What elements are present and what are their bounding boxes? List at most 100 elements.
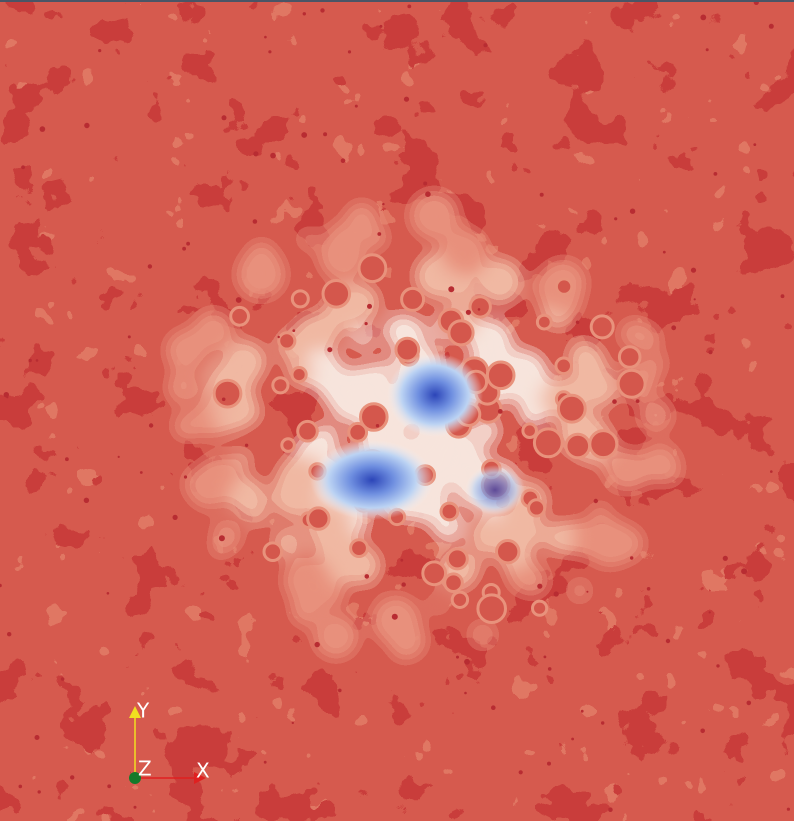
z-label: Z	[138, 757, 152, 781]
dark-dot	[364, 574, 370, 579]
dark-dot	[221, 115, 227, 121]
light-blob	[508, 567, 532, 591]
dark-dot	[746, 700, 752, 706]
light-blob	[620, 320, 648, 348]
light-blob	[648, 354, 666, 372]
red-cell	[277, 331, 297, 351]
dark-dot	[221, 397, 226, 402]
red-cell	[532, 427, 564, 459]
light-blob	[193, 310, 234, 351]
light-blob	[395, 600, 414, 619]
dark-dot	[84, 122, 90, 129]
red-cell	[439, 501, 460, 522]
dark-dot	[3, 392, 9, 398]
dark-dot	[148, 423, 154, 428]
light-blob	[314, 614, 358, 658]
dark-dot	[37, 790, 41, 794]
dark-dot	[302, 12, 306, 16]
dark-dot	[65, 457, 69, 462]
red-cell	[535, 313, 553, 331]
red-cell	[321, 279, 352, 309]
dark-dot	[354, 104, 358, 108]
light-blob	[597, 383, 617, 402]
dark-dot	[0, 583, 2, 588]
dark-dot	[537, 583, 543, 589]
red-cell	[271, 376, 290, 395]
dark-dot	[497, 409, 503, 414]
blue-spot	[465, 465, 525, 515]
light-blob	[568, 340, 601, 374]
dark-dot	[244, 443, 249, 447]
light-blob	[283, 557, 330, 603]
z-axis	[129, 772, 141, 784]
red-cell	[290, 289, 310, 309]
dark-dot	[464, 658, 470, 665]
light-blob	[242, 403, 261, 423]
dark-dot	[580, 709, 584, 713]
red-cell	[564, 432, 592, 460]
dark-dot	[253, 151, 259, 157]
red-cell	[400, 286, 426, 312]
dark-dot	[218, 535, 225, 542]
light-blob	[233, 450, 251, 468]
red-cell	[554, 356, 574, 376]
top-border	[0, 0, 794, 2]
dark-dot	[28, 358, 32, 363]
dark-dot	[60, 677, 65, 681]
dark-dot	[340, 158, 346, 163]
dark-dot	[630, 556, 634, 560]
light-blob	[375, 609, 393, 627]
blue-spot	[387, 353, 483, 437]
red-cell	[447, 319, 475, 347]
red-cell	[476, 593, 508, 625]
light-blob	[299, 229, 318, 249]
dark-dot	[139, 471, 143, 474]
light-blob	[569, 580, 590, 601]
dark-dot	[391, 613, 398, 620]
dark-dot	[314, 641, 320, 648]
red-cell	[617, 345, 642, 369]
dark-dot	[491, 705, 496, 710]
dark-dot	[147, 264, 153, 269]
dark-dot	[377, 232, 382, 236]
dark-dot	[186, 241, 191, 246]
dark-dot	[34, 735, 40, 740]
dark-dot	[301, 132, 308, 138]
dark-dot	[608, 807, 613, 812]
dark-dot	[713, 172, 718, 176]
dark-dot	[264, 35, 267, 39]
dark-dot	[18, 784, 23, 789]
dark-dot	[423, 181, 428, 186]
dark-dot	[614, 217, 618, 221]
light-blob	[184, 469, 214, 499]
red-cell	[445, 547, 469, 571]
light-blob	[207, 458, 237, 487]
dark-dot	[770, 470, 773, 473]
light-blob	[228, 477, 265, 514]
dark-dot	[629, 208, 636, 214]
dark-dot	[323, 132, 328, 137]
light-blob	[410, 191, 458, 240]
dark-dot	[456, 655, 459, 659]
dark-dot	[700, 728, 705, 734]
dark-dot	[367, 303, 372, 309]
dark-dot	[320, 8, 325, 13]
dark-dot	[483, 43, 488, 48]
light-blob	[390, 623, 426, 659]
dark-dot	[693, 298, 696, 301]
dark-dot	[518, 770, 523, 775]
red-cell	[306, 506, 331, 531]
dark-dot	[133, 805, 137, 809]
dark-dot	[7, 632, 12, 637]
dark-dot	[741, 568, 748, 575]
light-blob	[656, 459, 681, 484]
light-blob	[609, 526, 644, 561]
dark-dot	[586, 590, 589, 593]
dark-dot	[379, 24, 383, 28]
light-blob	[468, 320, 512, 364]
light-blob	[328, 565, 347, 584]
dark-dot	[705, 48, 709, 52]
red-cell	[616, 368, 647, 399]
